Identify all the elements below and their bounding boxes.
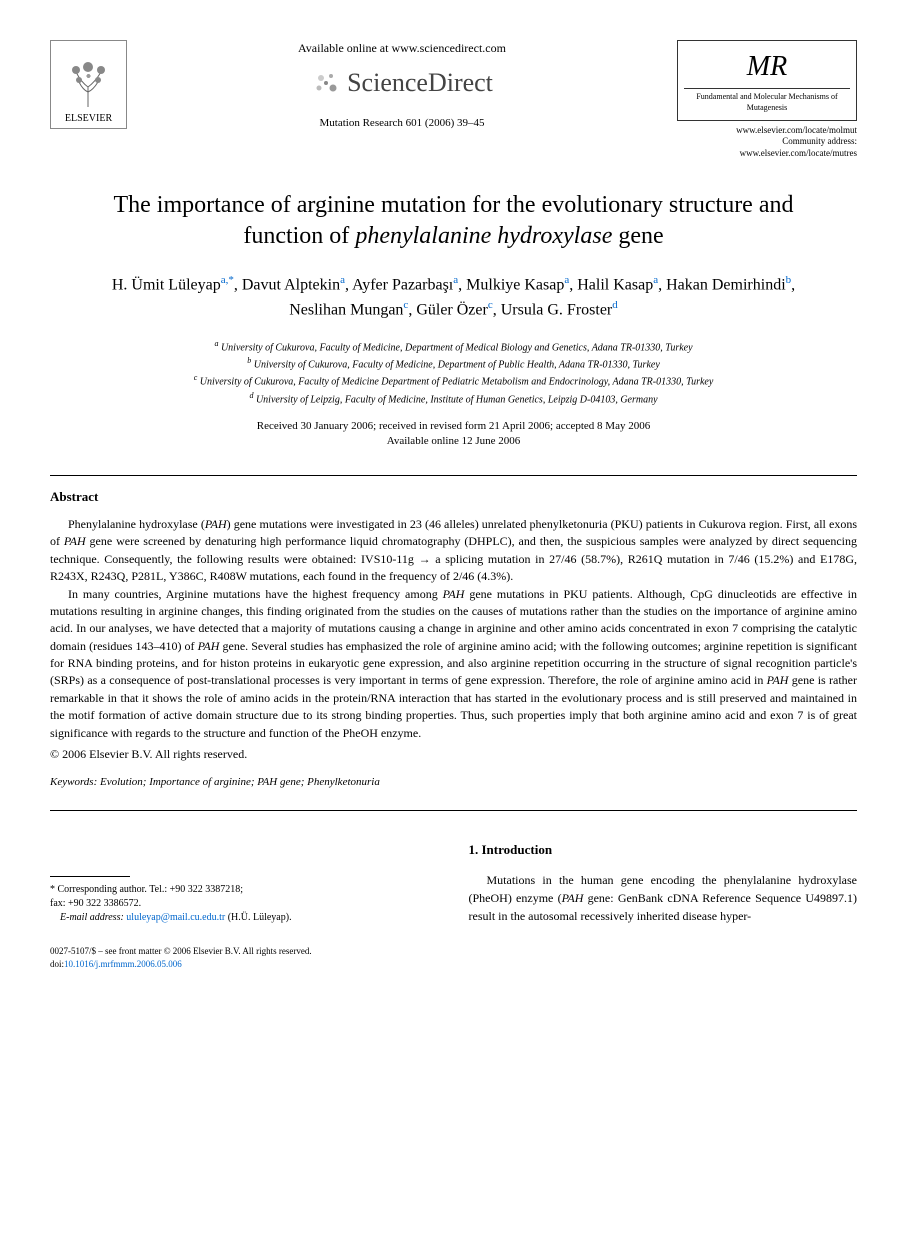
- footnote-email-line: E-mail address: ululeyap@mail.cu.edu.tr …: [50, 911, 439, 925]
- affiliation-c: c University of Cukurova, Faculty of Med…: [70, 372, 837, 389]
- footnote-tel: * Corresponding author. Tel.: +90 322 33…: [50, 883, 439, 897]
- title-part2: gene: [612, 223, 663, 249]
- article-dates: Received 30 January 2006; received in re…: [50, 419, 857, 450]
- footnote-email-link[interactable]: ululeyap@mail.cu.edu.tr: [126, 912, 225, 923]
- journal-logo-box: MR Fundamental and Molecular Mechanisms …: [677, 40, 857, 121]
- sciencedirect-text: ScienceDirect: [347, 65, 493, 101]
- rule-before-abstract: [50, 475, 857, 476]
- dates-received: Received 30 January 2006; received in re…: [50, 419, 857, 434]
- journal-logo-subtitle: Fundamental and Molecular Mechanisms of …: [684, 91, 850, 113]
- corresponding-author-footnote: * Corresponding author. Tel.: +90 322 33…: [50, 883, 439, 925]
- rule-after-keywords: [50, 810, 857, 811]
- affiliation-b-text: University of Cukurova, Faculty of Medic…: [254, 359, 660, 370]
- abstract-body: Phenylalanine hydroxylase (PAH) gene mut…: [50, 516, 857, 742]
- journal-urls: www.elsevier.com/locate/molmut Community…: [677, 125, 857, 160]
- introduction-text: Mutations in the human gene encoding the…: [469, 871, 858, 925]
- sciencedirect-logo: ScienceDirect: [127, 65, 677, 101]
- authors-list: H. Ümit Lüleyapa,*, Davut Alptekina, Ayf…: [90, 272, 817, 323]
- footnote-email-name: (H.Ü. Lüleyap).: [228, 912, 292, 923]
- keywords: Keywords: Evolution; Importance of argin…: [50, 775, 857, 790]
- keywords-text: Evolution; Importance of arginine; PAH g…: [97, 776, 380, 788]
- affiliation-d-text: University of Leipzig, Faculty of Medici…: [256, 394, 658, 405]
- elsevier-label: ELSEVIER: [65, 112, 112, 126]
- two-column-layout: * Corresponding author. Tel.: +90 322 33…: [50, 841, 857, 925]
- keywords-label: Keywords:: [50, 776, 97, 788]
- url-mutres: www.elsevier.com/locate/mutres: [740, 148, 857, 158]
- url-mutres-line: Community address: www.elsevier.com/loca…: [677, 136, 857, 159]
- sciencedirect-icon: [311, 68, 341, 98]
- abstract-heading: Abstract: [50, 488, 857, 506]
- affiliation-c-text: University of Cukurova, Faculty of Medic…: [200, 377, 714, 388]
- dates-online: Available online 12 June 2006: [50, 434, 857, 449]
- footnote-email-label: E-mail address:: [60, 912, 124, 923]
- title-italic: phenylalanine hydroxylase: [355, 223, 612, 249]
- url-community-label: Community address:: [782, 136, 857, 146]
- footnote-fax: fax: +90 322 3386572.: [50, 897, 439, 911]
- right-header: MR Fundamental and Molecular Mechanisms …: [677, 40, 857, 160]
- abstract-paragraph-1: Phenylalanine hydroxylase (PAH) gene mut…: [50, 516, 857, 586]
- doi-label: doi:: [50, 959, 64, 969]
- header-row: ELSEVIER Available online at www.science…: [50, 40, 857, 160]
- left-column: * Corresponding author. Tel.: +90 322 33…: [50, 841, 439, 925]
- abstract-paragraph-2: In many countries, Arginine mutations ha…: [50, 586, 857, 743]
- right-column: 1. Introduction Mutations in the human g…: [469, 841, 858, 925]
- elsevier-logo: ELSEVIER: [50, 40, 127, 129]
- bottom-info: 0027-5107/$ – see front matter © 2006 El…: [50, 945, 857, 970]
- center-header: Available online at www.sciencedirect.co…: [127, 40, 677, 132]
- affiliation-a: a University of Cukurova, Faculty of Med…: [70, 338, 837, 355]
- doi-link[interactable]: 10.1016/j.mrfmmm.2006.05.006: [64, 959, 182, 969]
- doi-line: doi:10.1016/j.mrfmmm.2006.05.006: [50, 958, 857, 971]
- url-molmut: www.elsevier.com/locate/molmut: [677, 125, 857, 137]
- available-online-text: Available online at www.sciencedirect.co…: [127, 40, 677, 57]
- affiliation-d: d University of Leipzig, Faculty of Medi…: [70, 390, 837, 407]
- journal-reference: Mutation Research 601 (2006) 39–45: [127, 116, 677, 131]
- copyright-line: © 2006 Elsevier B.V. All rights reserved…: [50, 746, 857, 763]
- affiliations: a University of Cukurova, Faculty of Med…: [70, 338, 837, 407]
- affiliation-b: b University of Cukurova, Faculty of Med…: [70, 355, 837, 372]
- journal-logo-main: MR: [684, 47, 850, 89]
- affiliation-a-text: University of Cukurova, Faculty of Medic…: [221, 342, 693, 353]
- introduction-heading: 1. Introduction: [469, 841, 858, 859]
- article-title: The importance of arginine mutation for …: [90, 190, 817, 252]
- footnote-rule: [50, 876, 130, 877]
- front-matter-line: 0027-5107/$ – see front matter © 2006 El…: [50, 945, 857, 958]
- elsevier-tree-icon: [61, 52, 116, 112]
